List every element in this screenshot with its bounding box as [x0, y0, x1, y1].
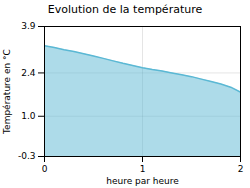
svg-text:2: 2 — [238, 164, 244, 174]
html-text:Evolution de la température: Evolution de la température — [47, 3, 203, 16]
svg-text:1.0: 1.0 — [21, 111, 36, 121]
svg-text:heure par heure: heure par heure — [106, 176, 179, 186]
svg-text:2.4: 2.4 — [21, 68, 36, 78]
svg-text:-0.3: -0.3 — [18, 151, 36, 161]
svg-text:0: 0 — [42, 164, 48, 174]
svg-text:1: 1 — [140, 164, 146, 174]
svg-text:3.9: 3.9 — [21, 21, 36, 31]
svg-text:Température en °C: Température en °C — [2, 49, 12, 135]
